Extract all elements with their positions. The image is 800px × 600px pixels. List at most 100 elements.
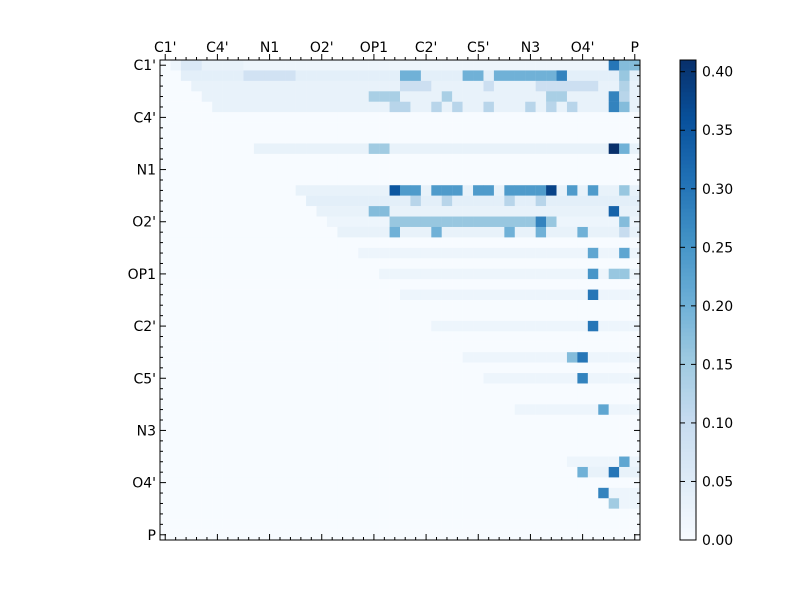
- heatmap-cell: [180, 383, 192, 395]
- heatmap-cell: [170, 268, 182, 280]
- heatmap-cell: [285, 60, 296, 71]
- heatmap-cell: [410, 341, 422, 353]
- heatmap-cell: [274, 226, 286, 238]
- heatmap-cell: [253, 519, 265, 530]
- heatmap-cell: [337, 435, 349, 447]
- heatmap-cell: [285, 237, 296, 249]
- heatmap-cell: [160, 289, 171, 301]
- heatmap-cell: [191, 435, 202, 447]
- heatmap-cell: [233, 80, 244, 92]
- heatmap-cell: [400, 331, 411, 342]
- heatmap-cell: [201, 341, 213, 353]
- heatmap-cell: [452, 310, 463, 322]
- heatmap-cell: [619, 300, 630, 311]
- heatmap-cell: [514, 341, 526, 353]
- heatmap-cell: [160, 383, 171, 395]
- heatmap-cell: [608, 112, 620, 123]
- heatmap-cell: [212, 519, 223, 530]
- heatmap-cell: [462, 101, 474, 113]
- heatmap-cell: [347, 529, 359, 541]
- heatmap-cell: [598, 404, 609, 415]
- heatmap-cell: [483, 143, 495, 155]
- heatmap-cell: [473, 153, 484, 165]
- colorbar-segment: [680, 488, 696, 493]
- heatmap-cell: [514, 279, 526, 290]
- colorbar-segment: [680, 96, 696, 101]
- heatmap-cell: [608, 352, 620, 363]
- heatmap-cell: [410, 101, 422, 113]
- heatmap-cell: [587, 310, 599, 322]
- heatmap-cell: [629, 435, 641, 447]
- heatmap-cell: [368, 101, 380, 113]
- heatmap-cell: [295, 164, 307, 175]
- heatmap-cell: [598, 393, 609, 405]
- heatmap-cell: [400, 487, 411, 499]
- heatmap-cell: [295, 320, 307, 332]
- heatmap-cell: [598, 289, 609, 301]
- heatmap-cell: [368, 60, 380, 71]
- heatmap-cell: [431, 112, 442, 123]
- heatmap-cell: [233, 373, 244, 384]
- heatmap-cell: [608, 331, 620, 342]
- colorbar-segment: [680, 236, 696, 241]
- heatmap-cell: [243, 237, 255, 249]
- heatmap-cell: [400, 60, 411, 71]
- heatmap-cell: [253, 466, 265, 478]
- heatmap-cell: [400, 195, 411, 207]
- heatmap-cell: [473, 456, 484, 468]
- heatmap-cell: [525, 487, 536, 499]
- heatmap-cell: [535, 498, 547, 509]
- y-tick-label: C2': [133, 319, 156, 335]
- heatmap-cell: [420, 153, 432, 165]
- heatmap-cell: [493, 362, 505, 374]
- heatmap-cell: [546, 279, 557, 290]
- heatmap-cell: [420, 226, 432, 238]
- heatmap-cell: [264, 289, 275, 301]
- heatmap-cell: [483, 529, 495, 541]
- heatmap-cell: [566, 80, 578, 92]
- heatmap-cell: [525, 414, 536, 426]
- heatmap-cell: [577, 331, 589, 342]
- heatmap-cell: [201, 112, 213, 123]
- heatmap-cell: [253, 122, 265, 134]
- heatmap-cell: [598, 300, 609, 311]
- heatmap-cell: [274, 383, 286, 395]
- heatmap-cell: [504, 91, 515, 102]
- heatmap-cell: [608, 487, 620, 499]
- heatmap-cell: [316, 164, 328, 175]
- heatmap-cell: [535, 466, 547, 478]
- heatmap-cell: [285, 466, 296, 478]
- heatmap-cell: [452, 153, 463, 165]
- heatmap-cell: [160, 80, 171, 92]
- heatmap-cell: [326, 112, 338, 123]
- heatmap-cell: [160, 206, 171, 217]
- heatmap-cell: [316, 519, 328, 530]
- heatmap-cell: [264, 195, 275, 207]
- heatmap-cell: [316, 258, 328, 269]
- heatmap-cell: [243, 352, 255, 363]
- heatmap-cell: [410, 446, 422, 457]
- heatmap-cell: [525, 112, 536, 123]
- heatmap-cell: [452, 279, 463, 290]
- heatmap-cell: [514, 268, 526, 280]
- heatmap-cell: [222, 341, 234, 353]
- heatmap-cell: [264, 320, 275, 332]
- x-tick-label: C5': [467, 40, 490, 56]
- heatmap-cell: [587, 80, 599, 92]
- heatmap-cell: [514, 300, 526, 311]
- heatmap-cell: [452, 185, 463, 196]
- heatmap-cell: [306, 268, 317, 280]
- heatmap-cell: [493, 320, 505, 332]
- heatmap-cell: [379, 268, 390, 280]
- heatmap-cell: [514, 143, 526, 155]
- heatmap-cell: [295, 70, 307, 82]
- heatmap-cell: [389, 185, 401, 196]
- heatmap-cell: [170, 289, 182, 301]
- heatmap-cell: [619, 425, 630, 436]
- heatmap-cell: [253, 393, 265, 405]
- heatmap-cell: [180, 247, 192, 259]
- heatmap-cell: [410, 237, 422, 249]
- heatmap-cell: [253, 237, 265, 249]
- heatmap-cell: [431, 487, 442, 499]
- heatmap-cell: [598, 435, 609, 447]
